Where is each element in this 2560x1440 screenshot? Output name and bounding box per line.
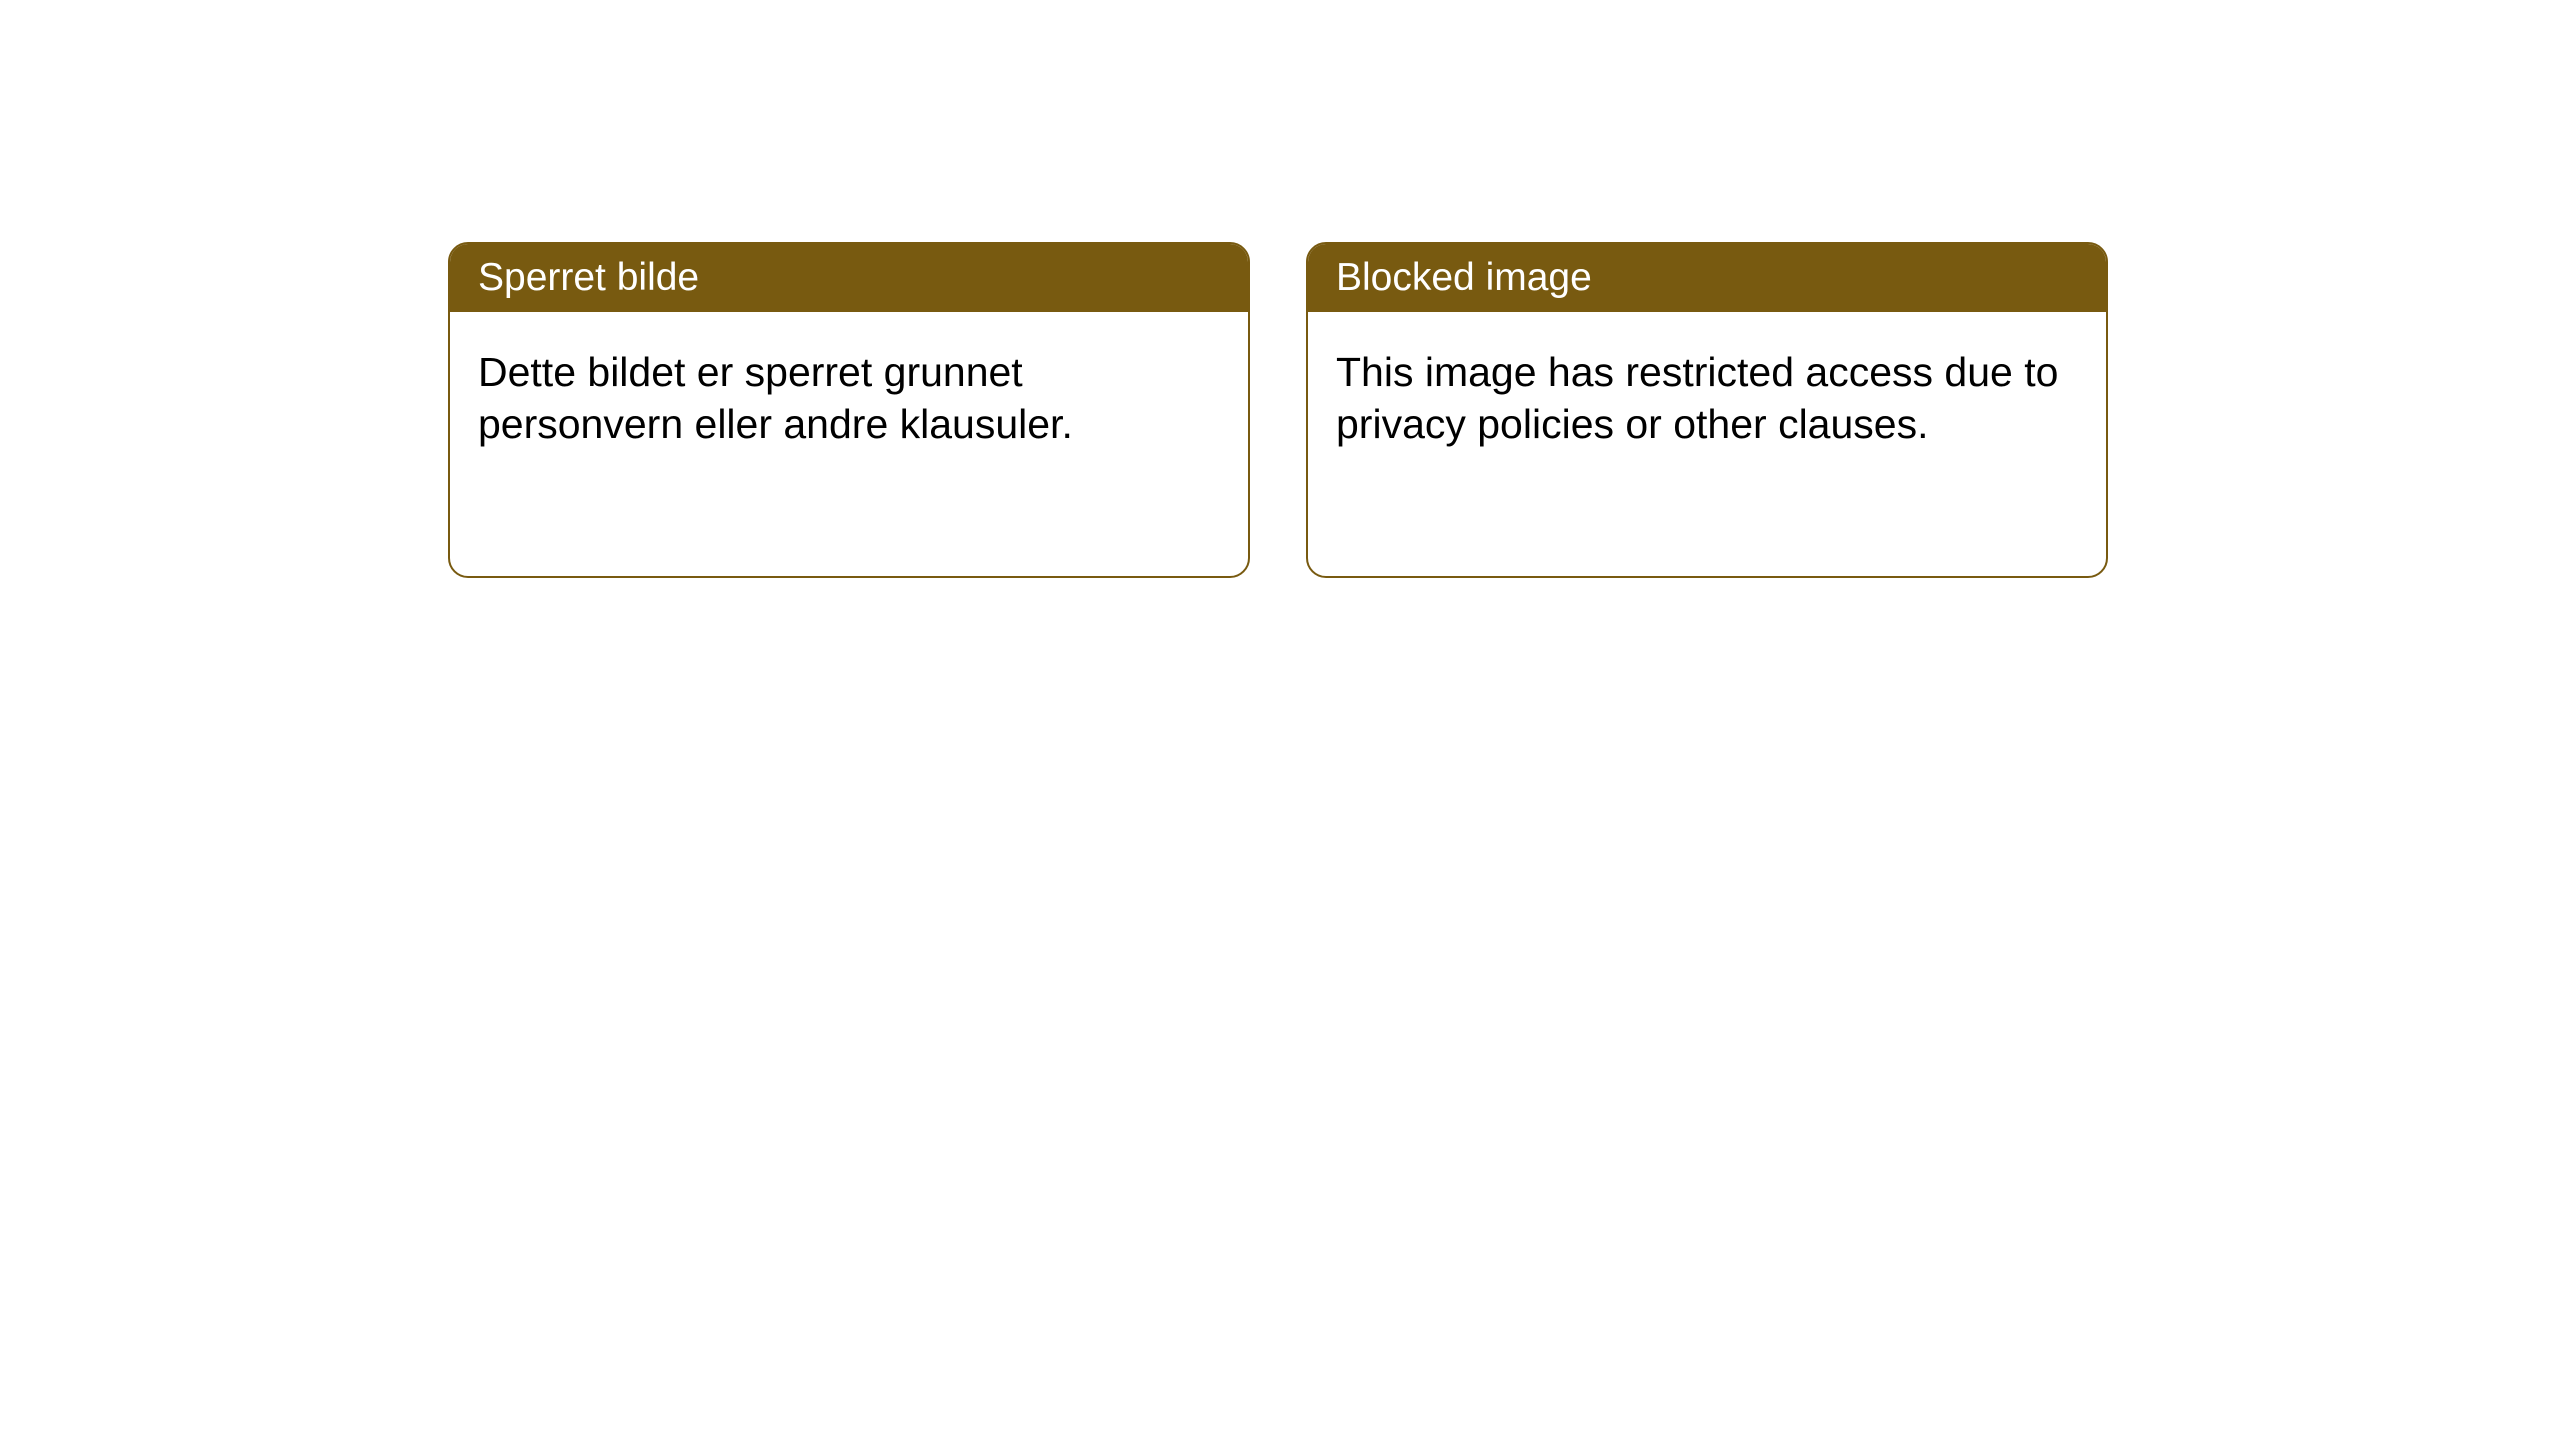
- notice-card-message: Dette bildet er sperret grunnet personve…: [478, 349, 1073, 447]
- notice-card-norwegian: Sperret bilde Dette bildet er sperret gr…: [448, 242, 1250, 578]
- notice-card-body: This image has restricted access due to …: [1308, 312, 2106, 485]
- notice-card-body: Dette bildet er sperret grunnet personve…: [450, 312, 1248, 485]
- notice-card-header: Blocked image: [1308, 244, 2106, 312]
- notice-card-title: Sperret bilde: [478, 256, 699, 299]
- notice-card-title: Blocked image: [1336, 256, 1592, 299]
- notice-card-message: This image has restricted access due to …: [1336, 349, 2058, 447]
- notice-card-header: Sperret bilde: [450, 244, 1248, 312]
- notice-card-english: Blocked image This image has restricted …: [1306, 242, 2108, 578]
- notice-cards-container: Sperret bilde Dette bildet er sperret gr…: [0, 0, 2560, 578]
